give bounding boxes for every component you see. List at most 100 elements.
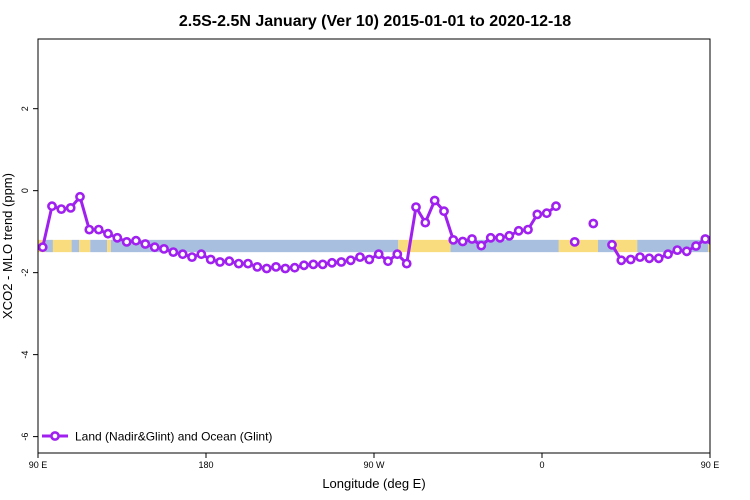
data-point <box>299 260 309 271</box>
band-segment-ocean <box>714 240 729 252</box>
legend-label: Land (Nadir&Glint) and Ocean (Glint) <box>75 430 272 444</box>
band-segment-land <box>558 239 598 253</box>
data-point <box>691 241 701 251</box>
data-point <box>672 245 683 255</box>
data-point <box>131 235 141 246</box>
data-point <box>280 263 291 274</box>
data-point <box>739 206 746 213</box>
x-axis: 90 E 180 90 W 0 90 E <box>29 453 720 470</box>
data-point <box>233 258 244 269</box>
x-tick-label: 90 W <box>363 460 385 470</box>
data-point <box>224 256 235 267</box>
data-point <box>187 252 197 262</box>
data-point <box>504 230 515 241</box>
data-point <box>121 236 132 247</box>
data-point <box>625 254 636 265</box>
data-point <box>588 218 599 229</box>
data-point <box>84 224 95 235</box>
data-point <box>336 257 347 267</box>
band-segment-land <box>52 239 72 253</box>
x-tick-label: 90 E <box>701 460 720 470</box>
data-point <box>392 249 403 260</box>
data-point <box>439 206 449 217</box>
data-point <box>532 209 543 220</box>
data-point <box>373 249 384 260</box>
data-point <box>243 258 253 269</box>
data-point <box>730 203 737 210</box>
data-point <box>457 236 468 247</box>
y-tick-label: -4 <box>20 351 30 359</box>
band-segment-land <box>398 239 451 253</box>
data-point <box>681 246 692 257</box>
data-point <box>205 254 216 265</box>
data-point <box>177 249 188 260</box>
data-point <box>607 239 617 250</box>
x-tick-label: 180 <box>198 460 213 470</box>
band-segment-land <box>614 239 638 253</box>
band-segment-land <box>708 239 710 253</box>
data-point <box>635 252 645 262</box>
band-segment-land <box>729 240 750 252</box>
y-tick-label: -2 <box>20 269 30 277</box>
data-point <box>289 262 300 273</box>
y-axis: 2 0 -2 -4 -6 <box>20 106 38 441</box>
data-point <box>709 245 710 249</box>
data-point <box>411 202 421 212</box>
data-point <box>327 257 337 268</box>
data-point <box>252 261 263 272</box>
x-tick-label: 90 E <box>29 460 48 470</box>
legend: Land (Nadir&Glint) and Ocean (Glint) <box>42 430 272 444</box>
series-layer <box>38 191 746 274</box>
data-point <box>56 204 67 214</box>
data-point <box>196 249 207 260</box>
data-point <box>140 239 151 249</box>
data-point <box>103 228 113 239</box>
data-point <box>149 242 160 253</box>
data-point <box>569 236 580 247</box>
y-tick-label: 2 <box>20 106 30 111</box>
data-point <box>551 201 561 212</box>
data-point <box>401 258 412 269</box>
data-point <box>467 234 477 244</box>
data-point <box>38 242 48 253</box>
data-point <box>448 234 459 245</box>
data-point <box>429 195 440 206</box>
data-point <box>653 253 664 264</box>
data-point <box>485 232 496 243</box>
y-axis-label: XCO2 - MLO trend (ppm) <box>0 173 15 319</box>
data-point <box>308 259 319 270</box>
data-point <box>513 225 524 236</box>
band-segment-ocean <box>110 239 399 253</box>
data-point <box>495 232 505 243</box>
data-point <box>345 255 356 266</box>
band-segment-ocean <box>45 239 53 253</box>
chart-title: 2.5S-2.5N January (Ver 10) 2015-01-01 to… <box>179 13 571 30</box>
band-segment-land <box>107 239 111 253</box>
data-point <box>215 257 225 267</box>
data-point <box>112 232 123 243</box>
y-tick-label: -6 <box>20 433 30 441</box>
data-point <box>47 201 57 212</box>
data-point <box>663 249 673 260</box>
x-axis-label: Longitude (deg E) <box>322 476 425 491</box>
legend-marker-swatch <box>50 431 60 441</box>
data-point <box>261 263 272 274</box>
data-point <box>317 259 328 270</box>
data-point <box>720 243 727 250</box>
band-segment-ocean <box>71 239 80 253</box>
data-point <box>523 224 533 235</box>
data-point <box>355 252 365 262</box>
x-tick-label: 0 <box>539 460 544 470</box>
data-point <box>616 255 627 266</box>
data-point <box>93 224 104 235</box>
band-segment-ocean <box>90 239 108 253</box>
data-point <box>75 191 85 202</box>
data-point <box>420 217 431 228</box>
band-segment-land <box>79 239 91 253</box>
data-point <box>476 240 487 251</box>
data-point <box>364 254 375 265</box>
data-point <box>168 247 179 257</box>
data-point <box>383 256 393 267</box>
data-point <box>700 234 710 244</box>
